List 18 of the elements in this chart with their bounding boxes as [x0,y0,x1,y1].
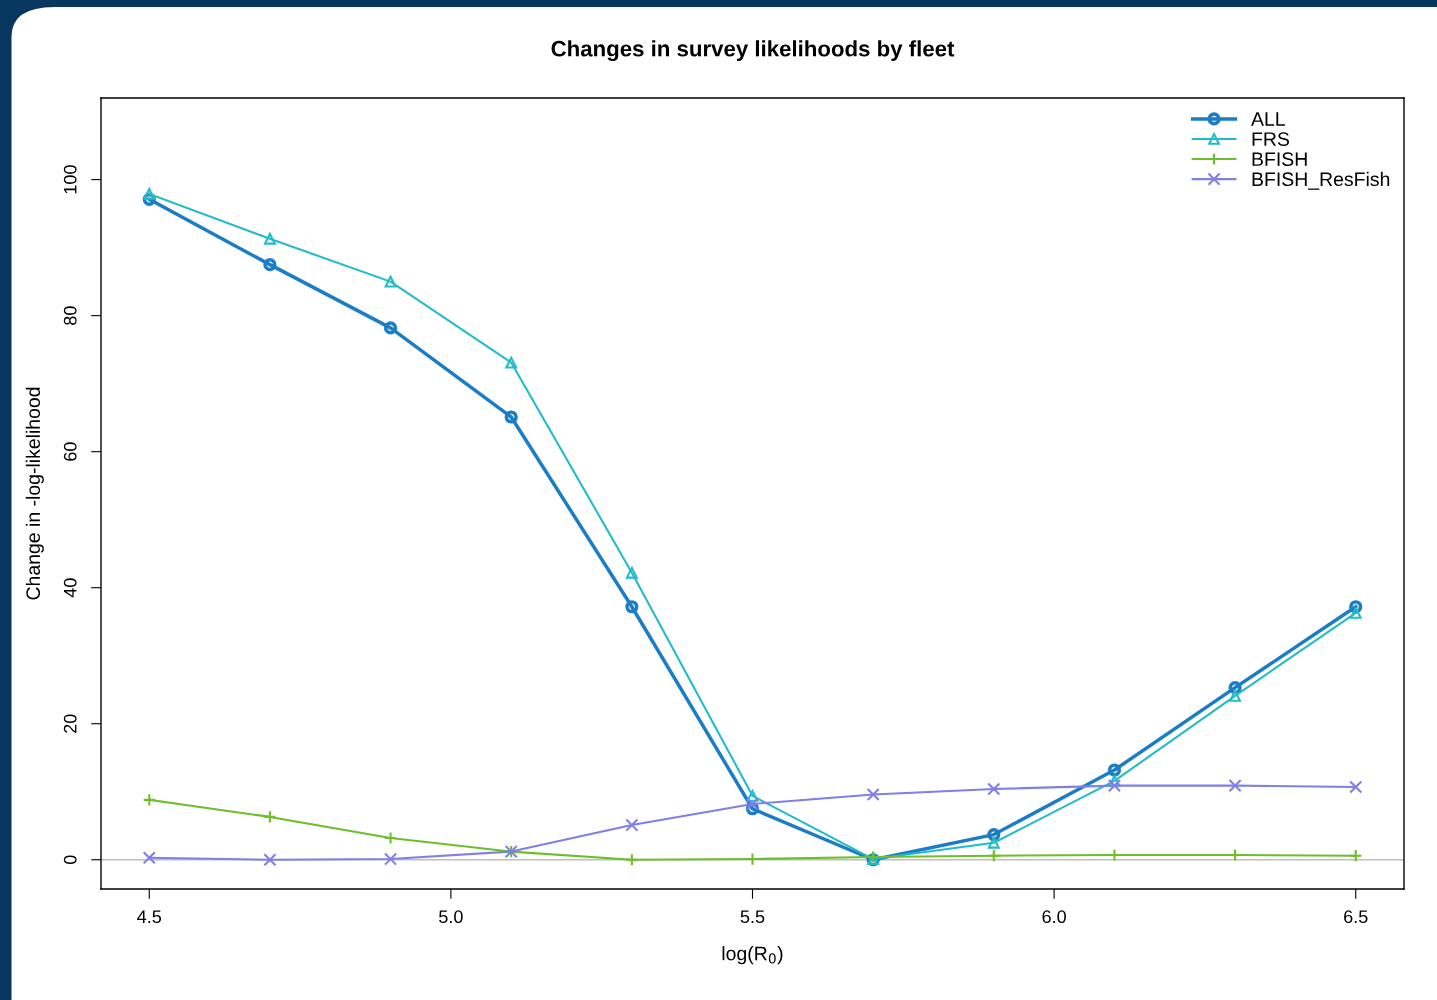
y-tick-label: 80 [63,306,77,325]
y-tick-label: 100 [63,165,77,194]
x-tick-label: 6.5 [1344,910,1368,924]
x-tick-label: 4.5 [137,910,162,924]
legend-label: BFISH_ResFish [1252,171,1390,190]
y-tick-label: 40 [63,578,77,598]
y-tick-label: 20 [63,714,77,733]
chart-title: Changes in survey likelihoods by fleet [551,40,955,62]
y-tick-label: 0 [63,855,77,865]
x-tick-label: 6.0 [1042,910,1066,924]
legend-label: FRS [1252,132,1289,146]
x-tick-label: 5.0 [439,910,463,924]
legend-label: ALL [1251,112,1285,126]
y-tick-label: 60 [63,442,77,461]
y-axis-title: Change in -log-likelihood [25,387,44,600]
x-axis-title: log(R$_{0}$) [722,946,783,965]
x-tick-label: 5.5 [740,910,765,924]
legend-label: BFISH [1252,152,1307,167]
